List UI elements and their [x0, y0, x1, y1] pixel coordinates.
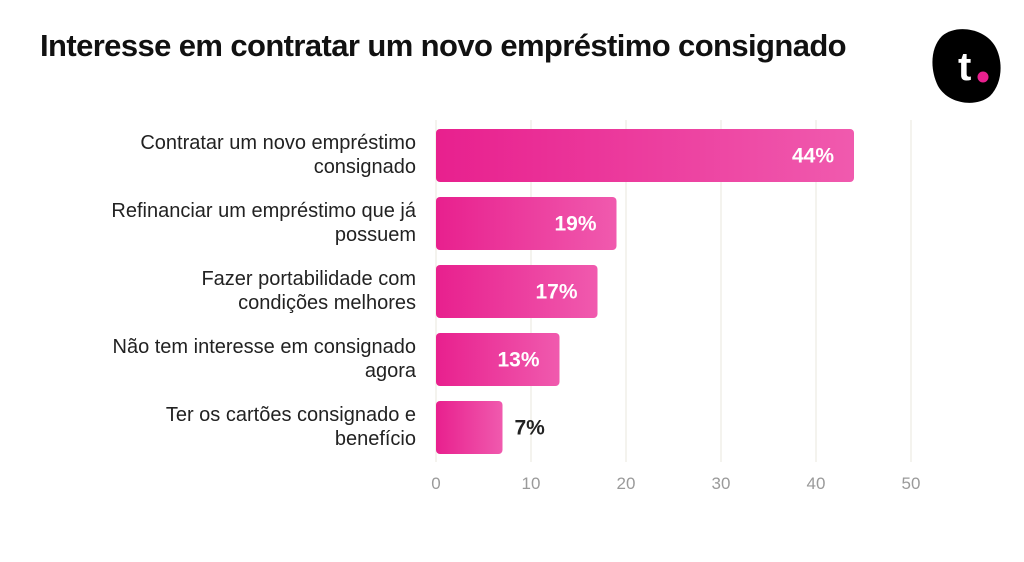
- bars: [436, 129, 854, 454]
- x-tick-label: 10: [522, 474, 541, 493]
- x-tick-label: 40: [807, 474, 826, 493]
- logo-dot: [977, 71, 989, 83]
- data-label: 44%: [792, 145, 834, 168]
- data-label: 13%: [497, 349, 539, 372]
- x-tick-label: 20: [617, 474, 636, 493]
- bar-5: [436, 401, 503, 454]
- category-label: consignado: [314, 156, 416, 178]
- category-labels: 44% Contratar um novo empréstimoconsignad…: [111, 132, 834, 450]
- category-label: Contratar um novo empréstimo: [140, 132, 416, 154]
- x-tick-label: 50: [902, 474, 921, 493]
- data-label: 17%: [535, 281, 577, 304]
- category-label: benefício: [335, 428, 416, 450]
- data-label: 7%: [515, 417, 546, 440]
- category-label: Não tem interesse em consignado: [113, 336, 417, 358]
- page-title: Interesse em contratar um novo empréstim…: [40, 28, 847, 63]
- data-label: 19%: [554, 213, 596, 236]
- bar-1: [436, 129, 854, 182]
- bar-4: [436, 333, 560, 386]
- bar-2: [436, 197, 617, 250]
- category-label: condições melhores: [238, 292, 416, 314]
- category-label: agora: [365, 360, 417, 382]
- x-tick-label: 30: [712, 474, 731, 493]
- logo-letter: t: [958, 45, 971, 89]
- category-label: Refinanciar um empréstimo que já: [111, 200, 416, 222]
- category-label: possuem: [335, 224, 416, 246]
- x-tick-label: 0: [431, 474, 440, 493]
- category-label: Ter os cartões consignado e: [166, 404, 416, 426]
- x-axis-ticks: 0 10 20 30 40 50: [431, 474, 920, 493]
- category-label: Fazer portabilidade com: [201, 268, 416, 290]
- brand-logo-icon: t: [932, 29, 1001, 103]
- bar-3: [436, 265, 598, 318]
